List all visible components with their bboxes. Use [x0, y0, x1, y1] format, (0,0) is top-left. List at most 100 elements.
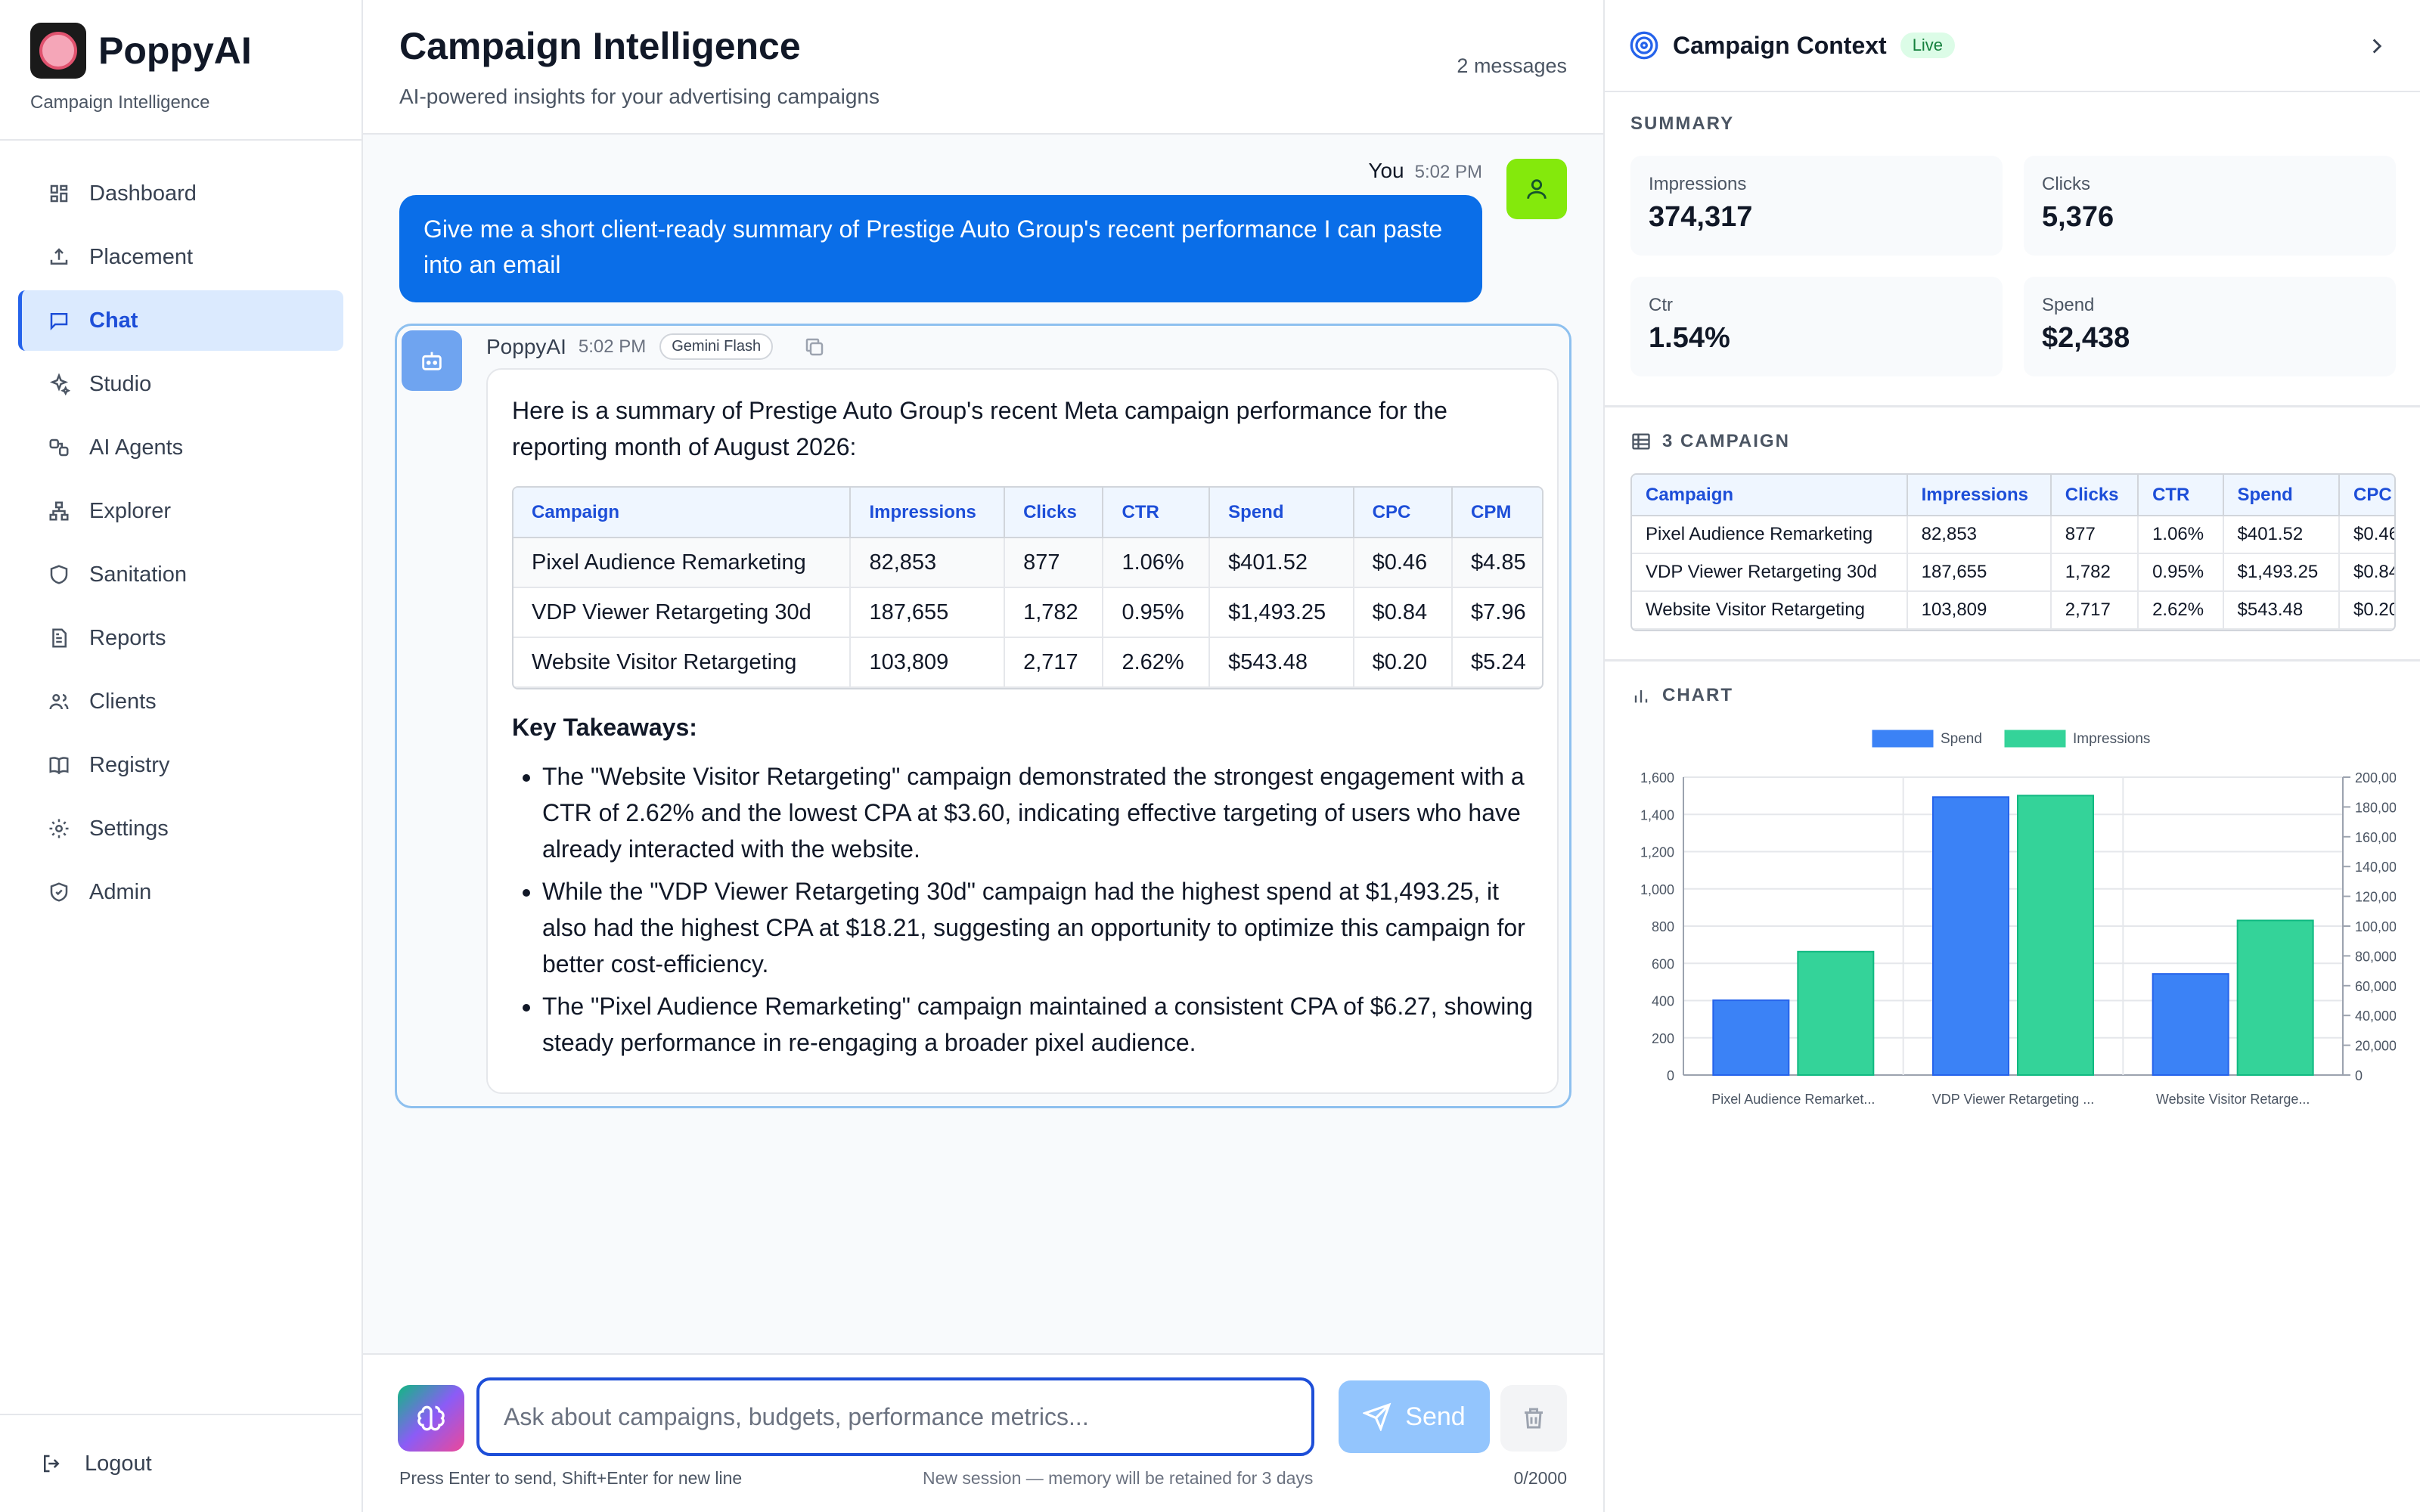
context-table-scroll[interactable]: Campaign Impressions Clicks CTR Spend CPC Pixe… — [1630, 473, 2396, 631]
chart-section-title: CHART — [1662, 685, 1733, 705]
sidebar-item-registry[interactable]: Registry — [18, 735, 343, 795]
campaign-section-header: 3 CAMPAIGN — [1630, 431, 2396, 452]
sidebar-item-ai-agents[interactable]: AI Agents — [18, 417, 343, 478]
table-cell: $4.85 — [1452, 538, 1542, 588]
table-cell: VDP Viewer Retargeting 30d — [1632, 553, 1908, 592]
table-cell: Pixel Audience Remarketing — [1632, 516, 1908, 554]
y-right-tick-label: 140,000 — [2355, 860, 2396, 875]
y-left-tick-label: 0 — [1667, 1068, 1674, 1083]
brain-icon[interactable] — [398, 1385, 464, 1452]
table-row: Website Visitor Retargeting 103,809 2,717 2… — [1632, 591, 2394, 630]
live-badge: Live — [1900, 33, 1956, 58]
table-row: Pixel Audience Remarketing 82,853 877 1.06%… — [1632, 516, 2394, 554]
legend-swatch-spend — [1872, 730, 1934, 748]
table-header[interactable]: Campaign — [513, 488, 852, 538]
summary-section: SUMMARY Impressions 374,317 Clicks 5,376 Ctr… — [1630, 113, 2396, 376]
bot-message-body: Here is a summary of Prestige Auto Group… — [486, 368, 1559, 1094]
sidebar-item-label: Clients — [89, 689, 157, 714]
y-right-tick-label: 160,000 — [2355, 830, 2396, 845]
sidebar-item-label: Settings — [89, 816, 169, 841]
sidebar-item-label: Reports — [89, 625, 166, 650]
copy-icon[interactable] — [803, 336, 826, 358]
users-icon — [47, 689, 71, 714]
table-cell: 877 — [2050, 516, 2139, 554]
chat-header: Campaign Intelligence AI-powered insight… — [363, 0, 1603, 135]
campaign-table: CampaignImpressionsClicksCTRSpendCPCCPMC… — [513, 488, 1542, 688]
table-cell: VDP Viewer Retargeting 30d — [513, 587, 852, 638]
table-cell: 2,717 — [1004, 637, 1104, 688]
y-left-tick-label: 1,400 — [1640, 807, 1674, 823]
user-message-meta: You 5:02 PM — [1368, 159, 1482, 183]
bar-impressions — [2017, 795, 2094, 1077]
table-cell: Pixel Audience Remarketing — [513, 538, 852, 588]
sidebar-item-label: Explorer — [89, 498, 171, 523]
campaign-table-scroll[interactable]: CampaignImpressionsClicksCTRSpendCPCCPMC… — [512, 486, 1544, 689]
trash-icon[interactable] — [1500, 1385, 1567, 1452]
logout-label: Logout — [85, 1451, 152, 1476]
table-cell: 1,782 — [1004, 587, 1104, 638]
sidebar-item-dashboard[interactable]: Dashboard — [18, 163, 343, 224]
page-title: Campaign Intelligence — [399, 25, 801, 67]
context-panel: Campaign Context Live SUMMARY Impression… — [1603, 0, 2420, 1512]
table-header[interactable]: Impressions — [850, 488, 1006, 538]
summary-card-value: 5,376 — [2042, 201, 2114, 233]
summary-card-impressions: Impressions 374,317 — [1630, 156, 2003, 256]
bot-intro: Here is a summary of Prestige Auto Group… — [512, 397, 1447, 460]
chart-section-header: CHART — [1630, 685, 2396, 706]
sidebar-item-admin[interactable]: Admin — [18, 862, 343, 922]
summary-card-label: Ctr — [1649, 295, 1673, 315]
chat-input[interactable] — [476, 1377, 1314, 1456]
bar-spend — [1932, 796, 2009, 1076]
table-cell: 0.95% — [1103, 587, 1211, 638]
summary-card-label: Clicks — [2042, 174, 2090, 194]
user-author: You — [1368, 159, 1404, 182]
table-header[interactable]: Impressions — [1907, 475, 2052, 516]
table-cell: $0.84 — [1353, 587, 1454, 638]
table-header[interactable]: Campaign — [1632, 475, 1908, 516]
chevron-right-icon[interactable] — [2364, 33, 2390, 63]
bar-impressions — [2236, 919, 2314, 1076]
y-right-tick-label: 200,000 — [2355, 770, 2396, 785]
sidebar-item-settings[interactable]: Settings — [18, 798, 343, 859]
table-cell: $5.24 — [1452, 637, 1542, 688]
legend-label: Impressions — [2073, 731, 2150, 747]
table-header[interactable]: Clicks — [2050, 475, 2139, 516]
table-header[interactable]: Spend — [2223, 475, 2340, 516]
table-cell: 187,655 — [1907, 553, 2052, 592]
sidebar-item-explorer[interactable]: Explorer — [18, 481, 343, 541]
table-cell: $7.96 — [1452, 587, 1542, 638]
sidebar-item-sanitation[interactable]: Sanitation — [18, 544, 343, 605]
table-header[interactable]: CPC — [1353, 488, 1454, 538]
shield-check-icon — [47, 880, 71, 904]
table-header[interactable]: Clicks — [1004, 488, 1104, 538]
sidebar-item-placement[interactable]: Placement — [18, 227, 343, 287]
sidebar-nav: Dashboard Placement Chat Studio AI Agents Exp… — [0, 141, 361, 922]
x-tick-label: VDP Viewer Retargeting ... — [1932, 1092, 2094, 1107]
table-header[interactable]: Spend — [1209, 488, 1354, 538]
table-header[interactable]: CPC — [2339, 475, 2394, 516]
file-icon — [47, 626, 71, 650]
summary-card-value: 374,317 — [1649, 201, 1753, 233]
logout-button[interactable]: Logout — [0, 1414, 361, 1512]
table-cell: 0.95% — [2138, 553, 2224, 592]
sidebar-item-studio[interactable]: Studio — [18, 354, 343, 414]
table-cell: $401.52 — [2223, 516, 2340, 554]
table-header[interactable]: CPM — [1452, 488, 1542, 538]
user-avatar-icon — [1506, 159, 1567, 219]
table-cell: 187,655 — [850, 587, 1006, 638]
table-cell: 103,809 — [1907, 591, 2052, 630]
agents-icon — [47, 435, 71, 460]
table-cell: $0.84 — [2339, 553, 2394, 592]
bot-time: 5:02 PM — [578, 336, 647, 357]
send-button[interactable]: Send — [1339, 1380, 1490, 1453]
sidebar-item-clients[interactable]: Clients — [18, 671, 343, 732]
sidebar-item-reports[interactable]: Reports — [18, 608, 343, 668]
table-cell: 1,782 — [2050, 553, 2139, 592]
message-count: 2 messages — [1457, 54, 1567, 77]
user-message-bubble: Give me a short client-ready summary of … — [399, 195, 1482, 302]
sidebar-item-chat[interactable]: Chat — [18, 290, 343, 351]
book-icon — [47, 753, 71, 777]
table-cell: 877 — [1004, 538, 1104, 588]
table-header[interactable]: CTR — [1103, 488, 1211, 538]
table-header[interactable]: CTR — [2138, 475, 2224, 516]
